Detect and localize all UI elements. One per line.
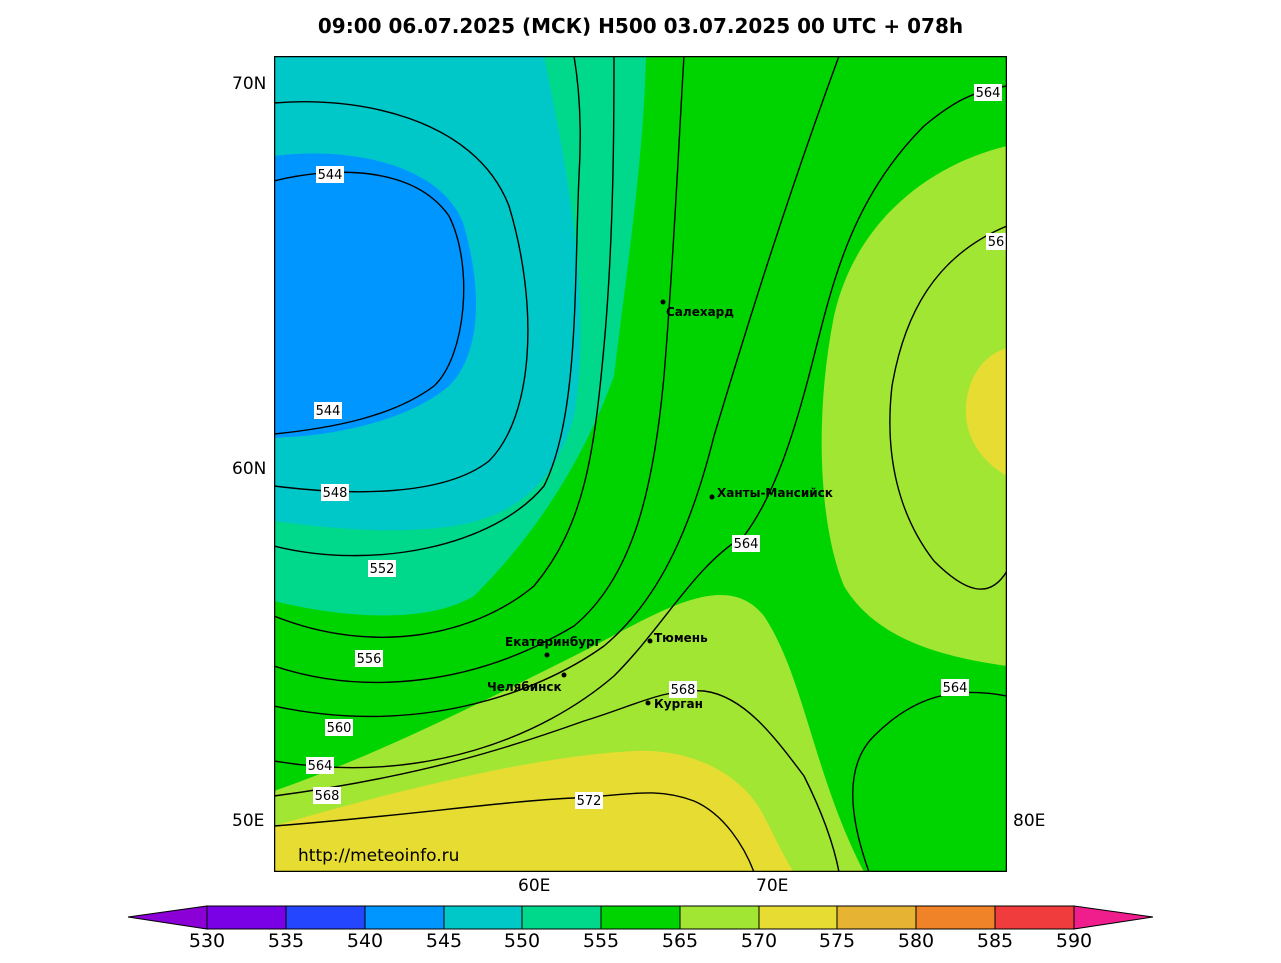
contour-label: 564 [734,537,759,552]
contour-label: 564 [308,759,333,774]
contour-label-group: 544 544 548 552 556 560 564 568 572 568 … [306,84,1007,809]
colorbar-swatch [600,905,681,930]
city-marker [561,672,567,678]
colorbar-label: 580 [897,930,935,952]
city-label-salekhard: Салехард [666,305,734,319]
lon-label-60e: 60E [518,876,551,896]
map-border [273,55,1008,873]
colorbar-swatch [758,905,838,930]
colorbar [0,900,1281,963]
lon-label-70e: 70E [756,876,789,896]
city-label-chelyabinsk: Челябинск [487,680,562,694]
colorbar-label: 585 [976,930,1014,952]
band-570-east [821,146,1007,666]
colorbar-swatch [994,905,1075,930]
city-label-tyumen: Тюмень [654,631,708,645]
map-title: 09:00 06.07.2025 (МСК) H500 03.07.2025 0… [317,14,964,38]
colorbar-label: 590 [1055,930,1093,952]
colorbar-swatch [285,905,366,930]
map-panel[interactable]: 544 544 548 552 556 560 564 568 572 568 … [273,55,1008,873]
contour-label: 568 [671,683,696,698]
geopotential-map: 544 544 548 552 556 560 564 568 572 568 … [273,55,1008,873]
contour-label: 544 [318,168,343,183]
watermark-url: http://meteoinfo.ru [298,846,459,866]
colorbar-label: 575 [818,930,856,952]
colorbar-label: 535 [267,930,305,952]
colorbar-label: 565 [661,930,699,952]
contour-label: 544 [316,404,341,419]
contour-label: 560 [327,721,352,736]
colorbar-label: 570 [740,930,778,952]
contour-label: 56 [988,235,1005,250]
colorbar-arrow-left [127,905,208,930]
contour-label: 548 [323,486,348,501]
colorbar-label: 555 [582,930,620,952]
colorbar-svg [127,905,1154,930]
colorbar-swatch [679,905,760,930]
lat-label-50e: 50E [232,811,265,831]
colorbar-label: 540 [346,930,384,952]
colorbar-swatch [836,905,917,930]
colorbar-label: 545 [425,930,463,952]
colorbar-label: 530 [188,930,226,952]
lat-label-60n: 60N [232,459,267,479]
city-label-khanty-mansiysk: Ханты-Мансийск [717,486,833,500]
contour-label: 556 [357,652,382,667]
lon-label-80e: 80E [1013,811,1046,831]
contour-label: 568 [315,789,340,804]
contour-label: 564 [976,86,1001,101]
contour-label: 552 [370,562,395,577]
colorbar-swatch [915,905,996,930]
contour-label: 572 [577,794,602,809]
city-group: Салехард Ханты-Мансийск Екатеринбург Тюм… [487,299,833,711]
lat-label-70n: 70N [232,74,267,94]
colorbar-label: 550 [503,930,541,952]
contour-label: 564 [943,681,968,696]
colorbar-swatch [521,905,602,930]
colorbar-swatch [206,905,287,930]
city-marker [645,700,651,706]
city-marker [544,652,550,658]
colorbar-arrow-right [1073,905,1154,930]
city-marker [709,494,715,500]
colorbar-swatch [364,905,445,930]
city-label-kurgan: Курган [654,697,703,711]
band-575-east [965,348,1007,476]
city-marker [660,299,666,305]
colorbar-swatch [443,905,523,930]
band-545 [274,153,476,438]
band-575-south [274,750,794,872]
city-marker [647,638,653,644]
city-label-yekaterinburg: Екатеринбург [505,635,601,649]
